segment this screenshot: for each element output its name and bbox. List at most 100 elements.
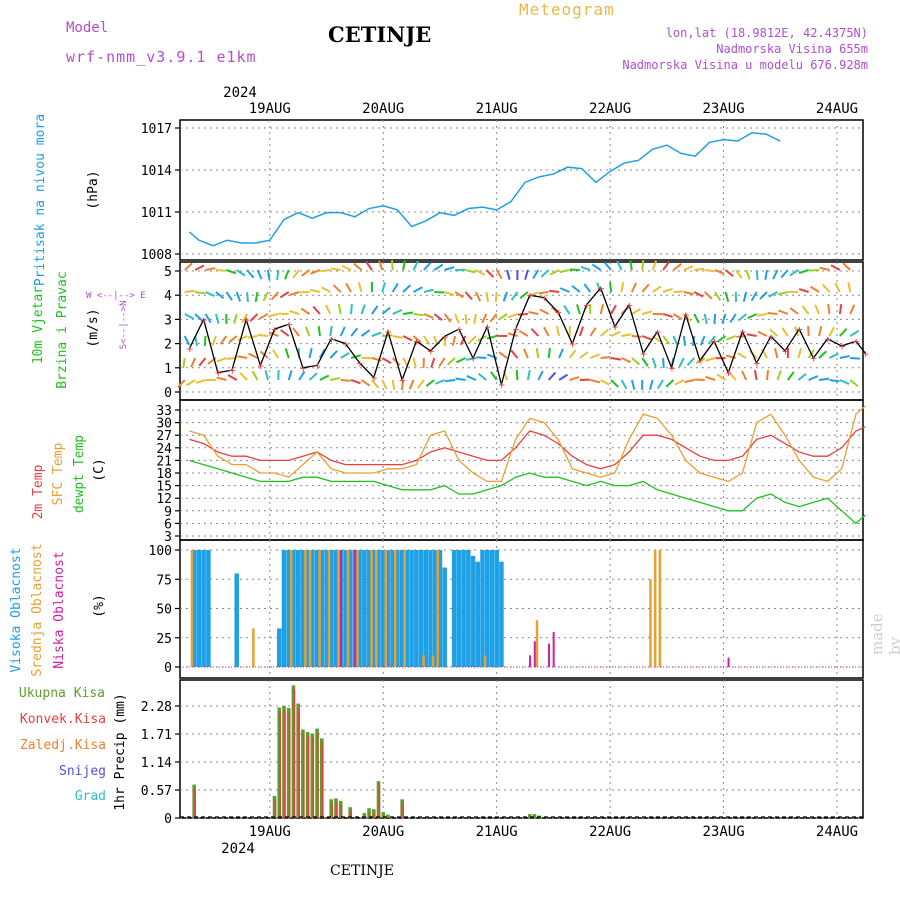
wind-gust-marker: + — [853, 335, 860, 348]
cloud-bar — [196, 550, 202, 667]
wind-arrow — [682, 335, 687, 347]
wind-arrow — [248, 352, 258, 359]
cloud-bar — [475, 561, 481, 667]
cloud-bar — [308, 550, 312, 667]
wind-arrow — [371, 305, 379, 315]
wind-tick-label: 0 — [164, 386, 172, 401]
cloud-bar — [390, 550, 395, 667]
wind-speed-line — [188, 286, 866, 385]
wind-arrow — [466, 374, 477, 381]
wind-arrow — [576, 304, 581, 315]
temp-ylabel-dewpt: dewpt Temp — [72, 435, 87, 513]
wind-arrow — [454, 313, 460, 324]
cloud-bar — [456, 550, 462, 667]
wind-arrow — [818, 326, 823, 337]
wind-arrow — [703, 291, 713, 300]
wind-arrow — [184, 289, 195, 293]
wind-arrow — [549, 289, 560, 293]
wind-arrow — [381, 379, 388, 390]
wind-arrow — [215, 269, 226, 272]
wind-arrow — [767, 311, 778, 315]
wind-arrow — [454, 291, 464, 299]
wind-arrow — [498, 313, 508, 321]
wind-gust-marker: + — [201, 313, 208, 326]
wind-arrow — [455, 377, 466, 381]
wind-gust-marker: + — [229, 364, 236, 377]
wind-ylabel-2: Brzina i Pravac — [55, 271, 70, 388]
wind-arrow — [694, 378, 705, 381]
cloud-bar — [314, 550, 320, 667]
precip-tick-label: 1.14 — [141, 756, 172, 771]
bottom-day-label: 21AUG — [476, 824, 518, 840]
wind-arrow — [444, 291, 455, 297]
wind-arrow — [600, 355, 611, 359]
wind-arrow — [745, 269, 751, 280]
wind-arrow — [662, 335, 671, 345]
wind-arrow — [308, 348, 313, 359]
cloud-bar — [201, 550, 206, 667]
cloud-bar — [466, 550, 471, 667]
wind-arrow — [631, 357, 641, 366]
wind-arrow — [435, 379, 446, 385]
temp-tick-label: 6 — [164, 517, 172, 532]
bottom-day-label: 19AUG — [249, 824, 291, 840]
wind-arrow — [264, 370, 269, 381]
wind-arrow — [371, 331, 382, 337]
precip-conv-bar — [298, 707, 300, 818]
bottom-day-label: 22AUG — [589, 824, 631, 840]
top-day-label: 19AUG — [249, 101, 291, 117]
wind-arrow — [839, 328, 848, 337]
precip-tick-label: 0 — [164, 812, 172, 827]
precip-conv-bar — [274, 799, 277, 818]
pressure-tick-label: 1014 — [141, 164, 172, 179]
wind-arrow — [345, 282, 352, 293]
wind-arrow — [772, 269, 779, 280]
wind-arrow — [489, 313, 498, 323]
temp-tick-label: 3 — [164, 530, 172, 545]
precip-conv-bar — [402, 803, 404, 818]
cloud-bar — [423, 550, 429, 667]
wind-arrow — [839, 354, 850, 359]
wind-arrow — [225, 269, 237, 275]
wind-arrow — [737, 313, 747, 322]
wind-arrow — [262, 291, 269, 302]
wind-arrow — [830, 264, 841, 271]
wind-arrow — [237, 335, 248, 342]
wind-arrow — [350, 327, 359, 337]
precip-legend: Ukupna Kisa Konvek.Kisa Zaledj.Kisa Snijeg G… — [19, 686, 106, 804]
precip-conv-bar — [317, 732, 319, 818]
wind-arrow — [590, 379, 601, 384]
top-day-label: 20AUG — [362, 101, 404, 117]
wind-gust-marker: + — [399, 374, 406, 387]
wind-arrow — [714, 291, 722, 302]
wind-arrow — [198, 357, 207, 367]
wind-arrow — [237, 355, 248, 359]
wind-arrow — [304, 326, 311, 337]
wind-compass-sn: S<--|-->N — [119, 301, 129, 350]
wind-arrow — [284, 348, 290, 359]
wind-arrow — [350, 379, 361, 385]
wind-arrow — [402, 284, 412, 293]
wind-arrow — [747, 313, 758, 320]
wind-arrow — [547, 347, 551, 359]
wind-gust-marker: + — [243, 313, 250, 326]
cloud-bar — [191, 550, 197, 667]
wind-arrow — [642, 310, 653, 315]
wind-tick-label: 5 — [164, 265, 172, 280]
wind-arrow — [735, 269, 743, 279]
wind-arrow — [810, 285, 820, 293]
wind-arrow — [391, 259, 394, 271]
wind-gust-marker: + — [342, 338, 349, 351]
cloud-bar — [371, 550, 377, 667]
wind-arrow — [360, 304, 366, 315]
wind-gust-marker: + — [328, 333, 335, 346]
wind-arrow — [300, 307, 311, 315]
cloud-bar — [337, 550, 340, 667]
precip-conv-bar — [307, 736, 310, 818]
wind-arrow — [276, 269, 280, 281]
wind-arrow — [321, 286, 331, 293]
wind-arrow — [214, 313, 220, 324]
precip-conv-bar — [288, 711, 291, 818]
wind-arrow — [402, 335, 413, 342]
wind-gust-marker: + — [725, 367, 732, 380]
